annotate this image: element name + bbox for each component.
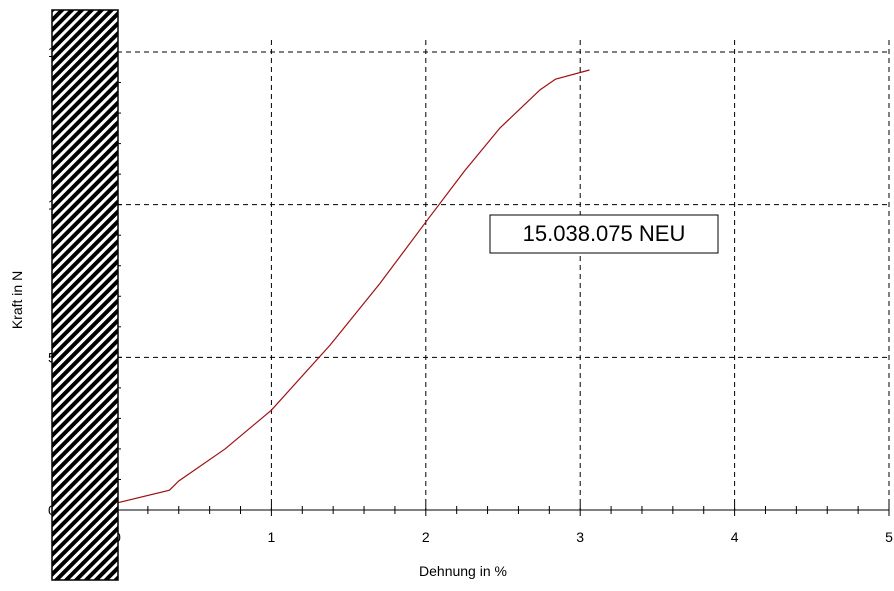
plot-area: 0511012345 xyxy=(48,40,893,545)
data-line xyxy=(116,69,590,504)
x-axis-title: Dehnung in % xyxy=(419,563,507,579)
x-tick-label: 3 xyxy=(576,529,584,545)
y-axis-title: Kraft in N xyxy=(9,271,25,329)
annotation-box xyxy=(489,214,719,254)
hatched-overlay xyxy=(51,9,119,581)
annotation: 15.038.075 NEU xyxy=(523,221,686,246)
x-tick-label: 5 xyxy=(885,529,893,545)
x-tick-label: 1 xyxy=(268,529,276,545)
x-tick-label: 4 xyxy=(731,529,739,545)
x-tick-label: 2 xyxy=(422,529,430,545)
